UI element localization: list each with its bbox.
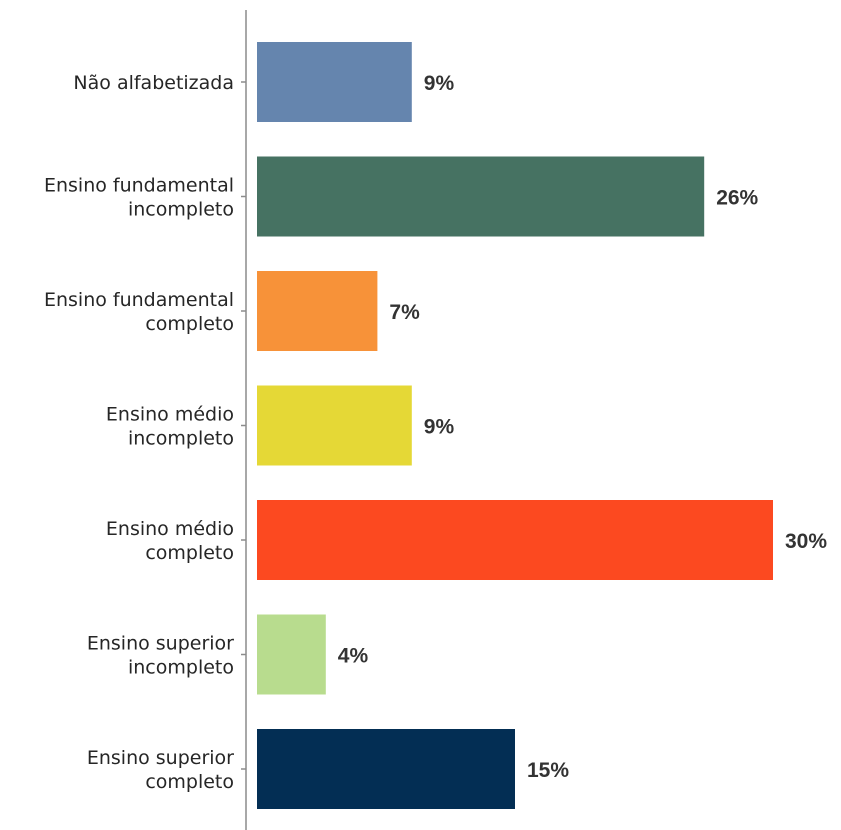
category-label: Ensino médio completo: [106, 518, 234, 564]
bar: [257, 42, 412, 122]
category-label-line: Ensino médio: [106, 404, 234, 426]
category-label-line: Ensino superior: [87, 633, 234, 655]
value-label: 26%: [716, 187, 758, 210]
category-label: Ensino superior completo: [87, 747, 234, 793]
category-label: Não alfabetizada: [73, 72, 234, 94]
bars-layer: Não alfabetizada 9%Ensino fundamental inco…: [44, 42, 827, 809]
category-label-line: Ensino fundamental: [44, 289, 234, 311]
category-label: Ensino fundamental incompleto: [44, 175, 234, 221]
bar: [257, 729, 515, 809]
category-label-line: Não alfabetizada: [73, 72, 234, 94]
value-label: 9%: [424, 72, 455, 95]
bar: [257, 271, 378, 351]
category-label-line: Ensino médio: [106, 518, 234, 540]
category-label-line: incompleto: [128, 657, 234, 679]
category-label-line: Ensino superior: [87, 747, 234, 769]
category-label-line: incompleto: [128, 199, 234, 221]
category-label: Ensino superior incompleto: [87, 633, 234, 679]
category-label: Ensino fundamental completo: [44, 289, 234, 335]
value-label: 15%: [527, 759, 569, 782]
value-label: 9%: [424, 416, 455, 439]
value-label: 7%: [389, 301, 420, 324]
category-label-line: completo: [145, 313, 234, 335]
value-label: 30%: [785, 530, 827, 553]
category-label-line: completo: [145, 771, 234, 793]
bar: [257, 385, 412, 466]
category-label-line: incompleto: [128, 428, 234, 450]
category-label: Ensino médio incompleto: [106, 404, 234, 450]
bar: [257, 156, 705, 237]
category-label-line: completo: [145, 542, 234, 564]
category-label-line: Ensino fundamental: [44, 175, 234, 197]
bar: [257, 500, 773, 580]
bar: [257, 614, 326, 695]
value-label: 4%: [338, 645, 369, 668]
